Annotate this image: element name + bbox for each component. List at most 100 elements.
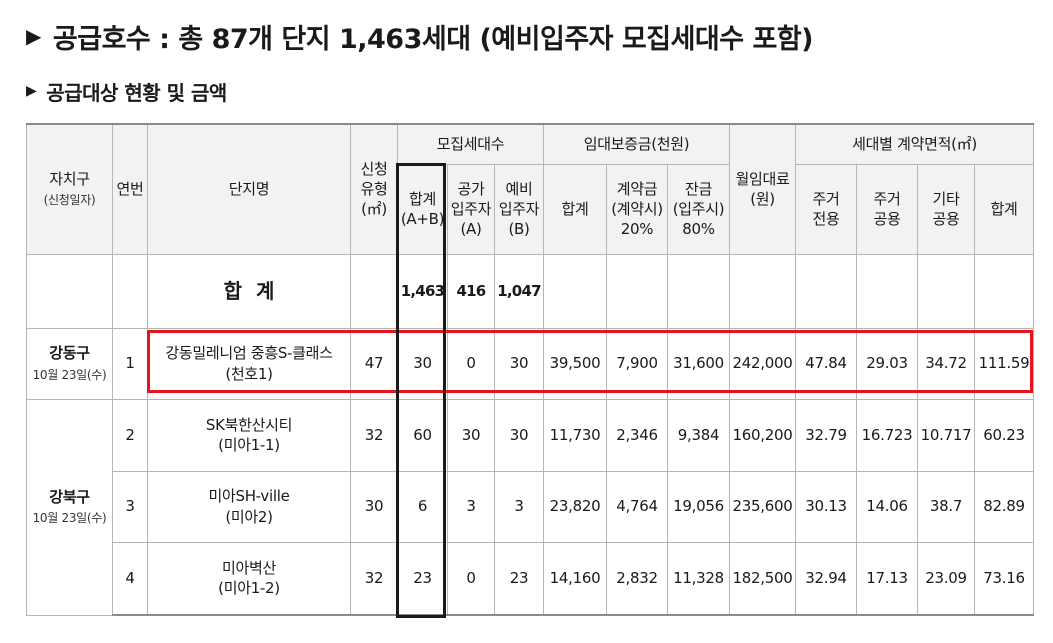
col-balance-l1: 잔금 <box>684 179 712 198</box>
col-contract: 계약금 (계약시) 20% <box>606 163 668 255</box>
col-res-exclusive-l2: 전용 <box>812 210 840 228</box>
balance: 19,056 <box>667 470 730 543</box>
res-common-area: 17.13 <box>856 541 918 616</box>
col-district-sub: (신청일자) <box>43 193 96 208</box>
col-total-l2: (A+B) <box>400 210 445 228</box>
res-exclusive-area: 32.94 <box>795 541 857 616</box>
area-total: 111.59 <box>974 327 1034 400</box>
summary-empty <box>667 253 730 329</box>
row-no: 4 <box>112 541 148 616</box>
apply-type: 32 <box>350 541 398 616</box>
complex-name: SK북한산시티 (미아1-1) <box>147 398 351 472</box>
contract-deposit: 2,832 <box>606 541 668 616</box>
res-exclusive-area: 32.79 <box>795 398 857 472</box>
other-common-area: 10.717 <box>917 398 975 472</box>
summary-empty <box>606 253 668 329</box>
col-deposit-total: 합계 <box>543 163 607 255</box>
col-res-exclusive-l1: 주거 <box>812 189 840 208</box>
area-total: 60.23 <box>974 398 1034 472</box>
triangle-bullet-icon: ▶ <box>26 24 41 48</box>
res-exclusive-area: 30.13 <box>795 470 857 543</box>
complex-name-line1: 미아벽산 <box>221 559 276 577</box>
col-contract-l2: (계약시) <box>611 199 663 218</box>
complex-name-line2: (천호1) <box>225 364 273 383</box>
monthly-rent: 160,200 <box>729 398 796 472</box>
summary-empty <box>917 253 975 329</box>
col-balance: 잔금 (입주시) 80% <box>667 163 730 255</box>
deposit-total: 23,820 <box>543 470 607 543</box>
section-title-text: 공급대상 현황 및 금액 <box>46 80 227 105</box>
summary-empty <box>856 253 918 329</box>
col-district-label: 자치구 <box>49 170 90 188</box>
area-total: 82.89 <box>974 470 1034 543</box>
reserve-units: 3 <box>494 470 544 543</box>
contract-deposit: 7,900 <box>606 327 668 400</box>
col-other: 기타 공용 <box>917 163 975 255</box>
complex-name: 강동밀레니엄 중흥S-클래스 (천호1) <box>147 327 351 400</box>
apply-type: 30 <box>350 470 398 543</box>
col-res-common-l2: 공용 <box>873 210 901 228</box>
complex-name: 미아SH-ville (미아2) <box>147 470 351 543</box>
row-no: 1 <box>112 327 148 400</box>
complex-name-line1: 미아SH-ville <box>208 487 290 506</box>
apply-type: 47 <box>350 327 398 400</box>
col-res-common: 주거 공용 <box>856 163 918 255</box>
col-balance-l3: 80% <box>682 220 715 239</box>
public-units: 30 <box>447 398 495 472</box>
complex-name-line2: (미아1-2) <box>218 579 280 598</box>
col-group-recruit: 모집세대수 <box>397 123 544 165</box>
district-cell-gangbuk: 강북구 10월 23일(수) <box>26 398 113 616</box>
summary-empty <box>795 253 857 329</box>
total-units: 30 <box>397 327 448 400</box>
col-reserve-l2: 입주자 <box>498 199 540 218</box>
complex-name-line2: (미아2) <box>225 507 273 526</box>
other-common-area: 38.7 <box>917 470 975 543</box>
other-common-area: 34.72 <box>917 327 975 400</box>
col-area-total: 합계 <box>974 163 1034 255</box>
area-total: 73.16 <box>974 541 1034 616</box>
col-public: 공가 입주자 (A) <box>447 163 495 255</box>
deposit-total: 14,160 <box>543 541 607 616</box>
balance: 11,328 <box>667 541 730 616</box>
table-row: 강북구 10월 23일(수) 2 SK북한산시티 (미아1-1) 32 60 3… <box>26 398 1034 616</box>
district-date: 10월 23일(수) <box>32 511 107 525</box>
summary-empty <box>729 253 796 329</box>
contract-deposit: 4,764 <box>606 470 668 543</box>
total-units: 6 <box>397 470 448 543</box>
col-total: 합계 (A+B) <box>397 163 448 255</box>
header-row-1: 자치구 (신청일자) 연번 단지명 신청 유형 (㎡) 모집세대수 임대보증금(… <box>26 123 1034 255</box>
summary-empty <box>974 253 1034 329</box>
res-common-area: 16.723 <box>856 398 918 472</box>
total-units: 60 <box>397 398 448 472</box>
balance: 9,384 <box>667 398 730 472</box>
col-reserve-l1: 예비 <box>505 179 533 198</box>
col-reserve-l3: (B) <box>508 220 530 239</box>
total-units: 23 <box>397 541 448 616</box>
header-row-2: 합계 (A+B) 공가 입주자 (A) 예비 입주자 (B) 합계 계약금 (계… <box>27 163 1034 255</box>
triangle-bullet-icon: ▶ <box>26 83 37 99</box>
district-name: 강북구 <box>49 487 90 506</box>
summary-empty <box>543 253 607 329</box>
summary-public: 416 <box>447 253 495 329</box>
col-apply-type-l2: 유형 <box>360 180 388 199</box>
apply-type: 32 <box>350 398 398 472</box>
public-units: 0 <box>447 541 495 616</box>
col-total-l1: 합계 <box>408 189 436 208</box>
contract-deposit: 2,346 <box>606 398 668 472</box>
summary-label: 합계 <box>147 253 351 329</box>
col-apply-type: 신청 유형 (㎡) <box>350 123 398 255</box>
col-res-exclusive: 주거 전용 <box>795 163 857 255</box>
col-no: 연번 <box>112 123 148 255</box>
district-cell-gangdong: 강동구 10월 23일(수) <box>26 327 113 400</box>
col-reserve: 예비 입주자 (B) <box>494 163 544 255</box>
deposit-total: 11,730 <box>543 398 607 472</box>
col-apply-type-l3: (㎡) <box>361 200 387 219</box>
district-date: 10월 23일(수) <box>32 367 107 382</box>
col-public-l2: 입주자 <box>450 199 492 218</box>
monthly-rent: 242,000 <box>729 327 796 400</box>
balance: 31,600 <box>667 327 730 400</box>
table-row: 3 미아SH-ville (미아2) 30 6 3 3 23,820 4,764… <box>27 470 1034 543</box>
page-title-text: 공급호수 : 총 87개 단지 1,463세대 (예비입주자 모집세대수 포함) <box>52 23 814 55</box>
summary-total: 1,463 <box>397 253 448 329</box>
col-group-deposit: 임대보증금(천원) <box>543 123 730 165</box>
